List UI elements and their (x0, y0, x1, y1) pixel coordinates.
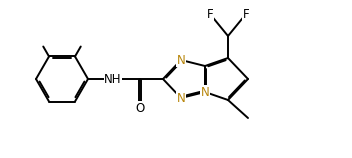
Text: N: N (177, 91, 186, 104)
Text: N: N (201, 85, 209, 98)
Text: NH: NH (104, 73, 122, 85)
Text: N: N (177, 54, 186, 67)
Text: O: O (136, 101, 145, 115)
Text: F: F (207, 7, 213, 21)
Text: F: F (243, 7, 249, 21)
